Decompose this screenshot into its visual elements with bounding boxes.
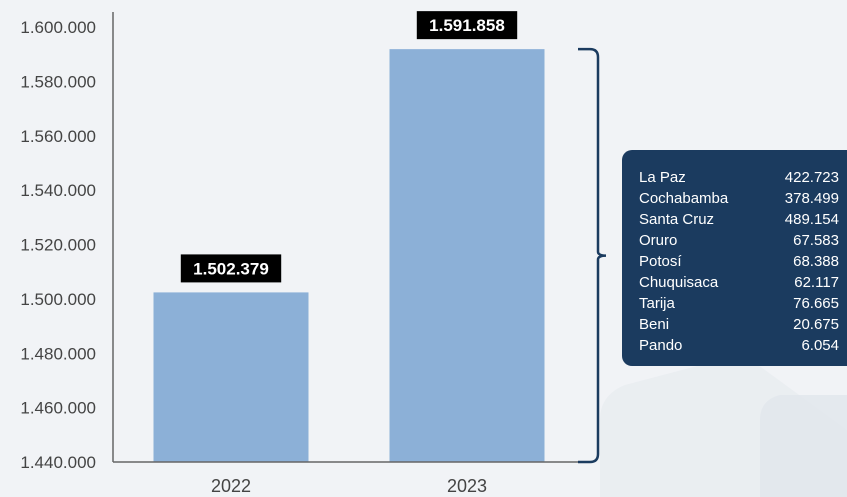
department-row: La Paz 422.723 [639, 167, 839, 188]
department-row: Santa Cruz 489.154 [639, 209, 839, 230]
department-value: 76.665 [793, 295, 839, 312]
department-name: Potosí [639, 253, 682, 270]
department-value: 68.388 [793, 253, 839, 270]
department-row: Tarija 76.665 [639, 293, 839, 314]
y-tick-label: 1.540.000 [20, 181, 96, 200]
background-decor [600, 358, 847, 497]
department-breakdown-panel: La Paz 422.723 Cochabamba 378.499 Santa Cruz… [622, 150, 847, 366]
department-value: 20.675 [793, 316, 839, 333]
department-name: Tarija [639, 295, 675, 312]
bars [153, 49, 545, 463]
y-tick-label: 1.500.000 [20, 290, 96, 309]
department-row: Chuquisaca 62.117 [639, 272, 839, 293]
x-tick-label: 2022 [211, 476, 251, 496]
x-axis-labels: 2022 2023 [211, 476, 487, 496]
department-value: 62.117 [794, 274, 839, 291]
department-name: Santa Cruz [639, 211, 715, 228]
data-label-2022: 1.502.379 [180, 254, 282, 283]
department-value: 378.499 [784, 190, 839, 207]
department-name: La Paz [639, 169, 686, 186]
y-tick-label: 1.580.000 [20, 72, 96, 91]
bar-2022 [153, 292, 309, 462]
y-tick-label: 1.560.000 [20, 127, 96, 146]
department-name: Pando [639, 337, 683, 354]
department-value: 6.054 [801, 337, 839, 354]
y-tick-label: 1.440.000 [20, 453, 96, 472]
bracket-connector [578, 47, 607, 464]
y-tick-label: 1.460.000 [20, 399, 96, 418]
department-row: Cochabamba 378.499 [639, 188, 839, 209]
department-row: Oruro 67.583 [639, 230, 839, 251]
y-axis-ticks: 1.440.000 1.460.000 1.480.000 1.500.000 1.52… [20, 18, 96, 472]
department-row: Potosí 68.388 [639, 251, 839, 272]
x-tick-label: 2023 [447, 476, 487, 496]
data-label-box [416, 11, 518, 40]
bar-2023 [389, 49, 545, 463]
department-row: Pando 6.054 [639, 335, 839, 356]
y-tick-label: 1.520.000 [20, 236, 96, 255]
data-label-box [180, 254, 282, 283]
department-value: 67.583 [793, 232, 839, 249]
y-tick-label: 1.600.000 [20, 18, 96, 37]
department-name: Chuquisaca [639, 274, 719, 291]
department-list: La Paz 422.723 Cochabamba 378.499 Santa Cruz… [639, 167, 839, 356]
department-name: Cochabamba [639, 190, 729, 207]
department-value: 422.723 [784, 169, 839, 186]
data-label-2023: 1.591.858 [416, 11, 518, 40]
department-name: Beni [639, 316, 670, 333]
department-row: Beni 20.675 [639, 314, 839, 335]
y-tick-label: 1.480.000 [20, 344, 96, 363]
data-labels: 1.502.379 1.591.858 [180, 11, 518, 283]
data-label-value: 1.591.858 [429, 16, 505, 35]
department-value: 489.154 [784, 211, 839, 228]
department-name: Oruro [639, 232, 678, 249]
data-label-value: 1.502.379 [193, 259, 269, 278]
